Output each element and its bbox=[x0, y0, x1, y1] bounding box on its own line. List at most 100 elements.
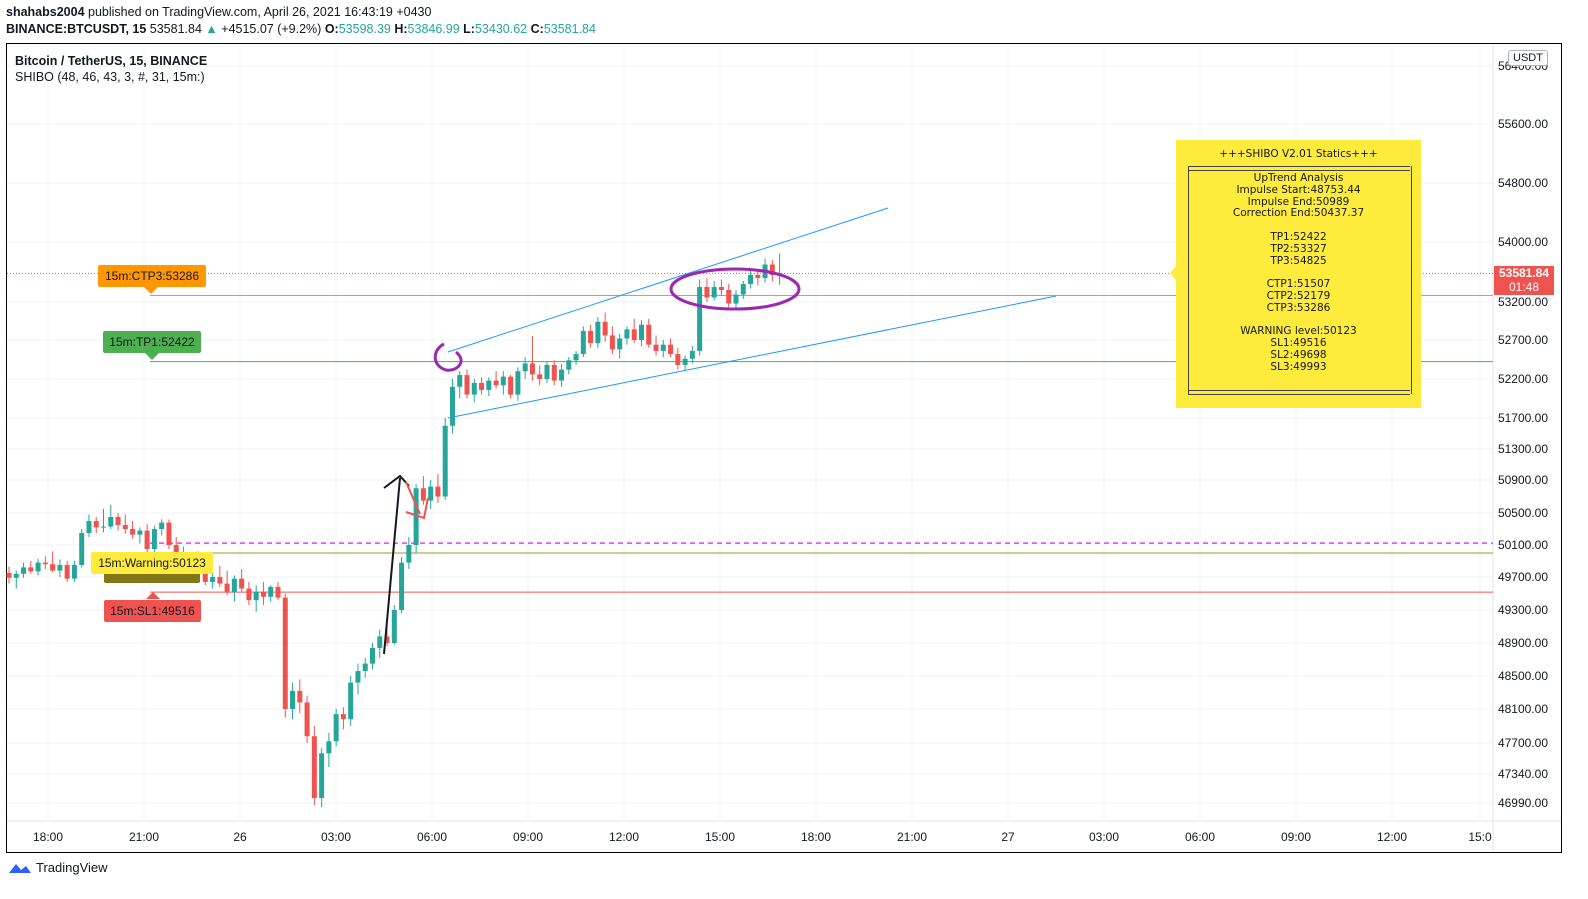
candle-body bbox=[333, 714, 339, 742]
candle-body bbox=[290, 690, 296, 709]
candle-body bbox=[260, 591, 266, 597]
candle-body bbox=[166, 522, 172, 545]
candle-body bbox=[711, 287, 717, 298]
y-tick-label: 48900.00 bbox=[1498, 636, 1548, 650]
panel-line: SL3:49993 bbox=[1270, 360, 1327, 373]
panel-frame bbox=[1188, 166, 1412, 394]
breakout-circle-mark bbox=[433, 342, 463, 372]
candle-body bbox=[508, 376, 514, 395]
candle-body bbox=[733, 294, 739, 304]
candle-body bbox=[420, 488, 426, 501]
candle-body bbox=[682, 358, 688, 365]
author-name[interactable]: shahabs2004 bbox=[6, 5, 85, 19]
candle-body bbox=[57, 565, 63, 571]
sl1-label-pointer bbox=[146, 592, 160, 599]
panel-line: CTP3:53286 bbox=[1266, 301, 1331, 314]
price-change: +4515.07 (+9.2%) bbox=[221, 22, 322, 36]
bar-countdown: 01:48 bbox=[1508, 280, 1540, 294]
candle-body bbox=[326, 741, 332, 754]
up-arrow-icon: ▲ bbox=[205, 22, 218, 36]
candle-body bbox=[457, 375, 463, 387]
candle-body bbox=[464, 375, 470, 395]
x-tick-label: 03:00 bbox=[1089, 830, 1119, 844]
ctp3-label: 15m:CTP3:53286 bbox=[98, 265, 206, 287]
candle-body bbox=[377, 636, 383, 648]
y-tick-label: 50500.00 bbox=[1498, 506, 1548, 520]
candle-body bbox=[130, 529, 136, 535]
y-tick-label: 53200.00 bbox=[1498, 295, 1548, 309]
open-label: O: bbox=[324, 22, 339, 36]
candle-body bbox=[304, 702, 310, 737]
candle-body bbox=[93, 521, 99, 528]
panel-body: UpTrend Analysis Impulse Start:48753.44 Im… bbox=[1176, 172, 1421, 374]
tp1-label-pointer bbox=[145, 353, 159, 360]
candle-body bbox=[159, 522, 165, 529]
candle-body bbox=[275, 586, 281, 598]
correction-arrow-head bbox=[405, 497, 429, 520]
candle-body bbox=[638, 324, 644, 340]
y-tick-label: 49700.00 bbox=[1498, 570, 1548, 584]
y-tick-label: 51700.00 bbox=[1498, 411, 1548, 425]
candle-body bbox=[340, 714, 346, 720]
candle-body bbox=[515, 371, 521, 395]
candle-body bbox=[231, 578, 237, 592]
y-tick-label: 50100.00 bbox=[1498, 538, 1548, 552]
candle-body bbox=[668, 344, 674, 355]
indicator-name[interactable]: SHIBO (48, 46, 43, 3, #, 31, 15m:) bbox=[15, 70, 205, 84]
x-tick-label: 27 bbox=[1001, 830, 1015, 844]
candle-body bbox=[718, 287, 724, 290]
x-tick-label: 18:00 bbox=[801, 830, 831, 844]
y-tick-label: 51300.00 bbox=[1498, 442, 1548, 456]
candle-body bbox=[646, 324, 652, 345]
correction-arrow-line bbox=[405, 481, 421, 515]
candle-body bbox=[479, 382, 485, 390]
x-tick-label: 09:00 bbox=[1281, 830, 1311, 844]
y-tick-label: 50900.00 bbox=[1498, 473, 1548, 487]
candle-body bbox=[391, 610, 397, 643]
footer[interactable]: TradingView bbox=[8, 860, 108, 875]
breakout-ellipse bbox=[669, 267, 801, 311]
candle-body bbox=[137, 530, 143, 535]
y-tick-label: 47700.00 bbox=[1498, 736, 1548, 750]
candle-body bbox=[144, 530, 150, 549]
low-label: L: bbox=[463, 22, 475, 36]
candle-body bbox=[551, 364, 557, 381]
x-tick-label: 21:00 bbox=[897, 830, 927, 844]
candle-body bbox=[42, 562, 48, 565]
x-tick-label: 12:00 bbox=[1377, 830, 1407, 844]
candle-body bbox=[35, 562, 41, 572]
x-tick-label: 26 bbox=[233, 830, 247, 844]
currency-badge[interactable]: USDT bbox=[1508, 50, 1548, 66]
candle-body bbox=[660, 344, 666, 351]
panel-line: CTP2:52179 bbox=[1266, 289, 1331, 302]
candle-body bbox=[362, 663, 368, 672]
candle-body bbox=[355, 671, 361, 683]
candle-body bbox=[617, 338, 623, 350]
x-tick-label: 09:00 bbox=[513, 830, 543, 844]
candle-body bbox=[151, 529, 157, 549]
publish-text: published on TradingView.com, April 26, … bbox=[84, 5, 432, 19]
channel-upper-line bbox=[447, 207, 889, 353]
candle-body bbox=[435, 486, 441, 497]
candle-body bbox=[529, 363, 535, 375]
chart-frame[interactable] bbox=[6, 43, 1562, 853]
candle-body bbox=[471, 382, 477, 395]
ctp3-label-pointer bbox=[144, 287, 158, 294]
candle-body bbox=[675, 354, 681, 365]
panel-bottom-rule bbox=[1188, 390, 1410, 395]
panel-pointer bbox=[1170, 266, 1176, 280]
candle-body bbox=[493, 380, 499, 386]
panel-title: +++SHIBO V2.01 Statics+++ bbox=[1219, 148, 1378, 160]
candle-body bbox=[573, 354, 579, 361]
candle-body bbox=[348, 682, 354, 720]
last-price: 53581.84 bbox=[149, 22, 202, 36]
panel-line: UpTrend Analysis bbox=[1253, 172, 1344, 184]
tradingview-logo-icon bbox=[9, 863, 31, 873]
candle-body bbox=[224, 583, 230, 592]
candle-body bbox=[268, 586, 274, 597]
high-value: 53846.99 bbox=[407, 22, 460, 36]
candle-body bbox=[406, 545, 412, 563]
candle-body bbox=[588, 330, 594, 344]
candle-body bbox=[399, 562, 405, 610]
